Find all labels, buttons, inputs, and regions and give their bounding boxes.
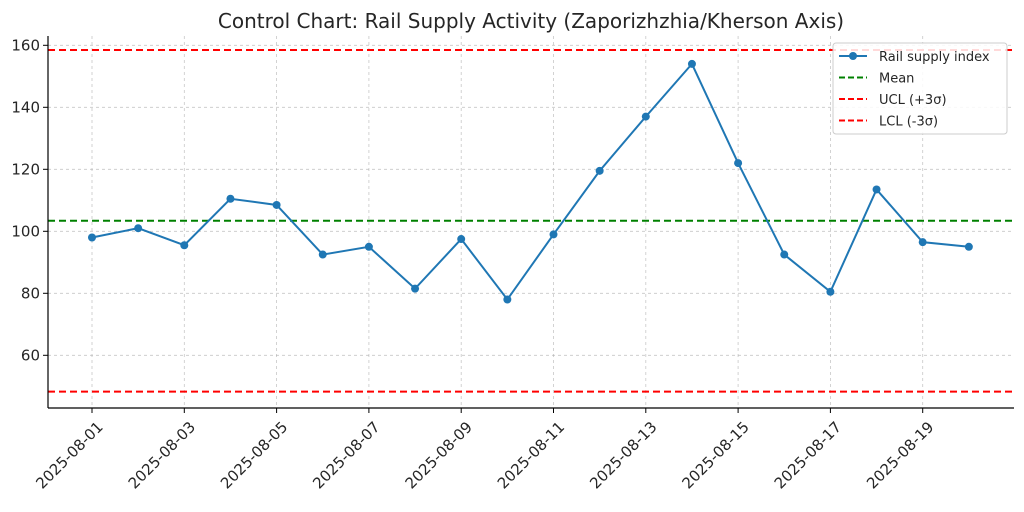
data-point <box>641 112 650 121</box>
series-line <box>91 62 969 302</box>
data-point <box>918 238 927 247</box>
legend-label: LCL (-3σ) <box>879 115 938 130</box>
data-point <box>734 159 743 168</box>
data-point <box>780 250 789 259</box>
data-point <box>457 235 466 244</box>
legend-label: Rail supply index <box>879 50 990 65</box>
legend: Rail supply index Mean UCL (+3σ) LCL (-3σ) <box>832 42 1008 135</box>
data-point <box>364 242 373 251</box>
y-tick-label: 80 <box>21 284 40 302</box>
x-tick-label: 2025-08-03 <box>125 418 199 492</box>
x-tick-label: 2025-08-05 <box>217 418 291 492</box>
data-point <box>549 230 558 239</box>
x-tick-label: 2025-08-11 <box>494 418 568 492</box>
data-point <box>826 287 835 296</box>
y-tick-label: 120 <box>11 160 40 178</box>
data-point <box>180 241 189 250</box>
data-point <box>503 295 512 304</box>
data-point <box>964 242 973 251</box>
data-point <box>88 233 96 242</box>
data-point <box>872 185 881 194</box>
data-point <box>226 194 235 203</box>
data-point <box>687 59 696 68</box>
x-tick-label: 2025-08-13 <box>586 418 660 492</box>
data-point <box>134 224 143 233</box>
y-tick-label: 160 <box>11 36 40 54</box>
legend-label: UCL (+3σ) <box>879 93 947 108</box>
data-point <box>272 200 281 209</box>
legend-box <box>832 42 1008 135</box>
x-tick-label: 2025-08-07 <box>309 418 383 492</box>
x-tick-label: 2025-08-19 <box>863 418 937 492</box>
legend-label: Mean <box>879 72 914 87</box>
chart-title: Control Chart: Rail Supply Activity (Zap… <box>218 9 844 33</box>
series-layer <box>88 59 973 304</box>
y-tick-label: 60 <box>21 346 40 364</box>
data-point <box>411 284 420 293</box>
y-tick-label: 100 <box>11 222 40 240</box>
x-tick-label: 2025-08-01 <box>32 418 106 492</box>
data-point <box>595 166 604 175</box>
y-tick-label: 140 <box>11 98 40 116</box>
data-point <box>318 250 327 259</box>
legend-marker <box>849 52 857 60</box>
x-tick-label: 2025-08-09 <box>402 418 476 492</box>
x-tick-label: 2025-08-15 <box>678 418 752 492</box>
x-tick-label: 2025-08-17 <box>771 418 845 492</box>
